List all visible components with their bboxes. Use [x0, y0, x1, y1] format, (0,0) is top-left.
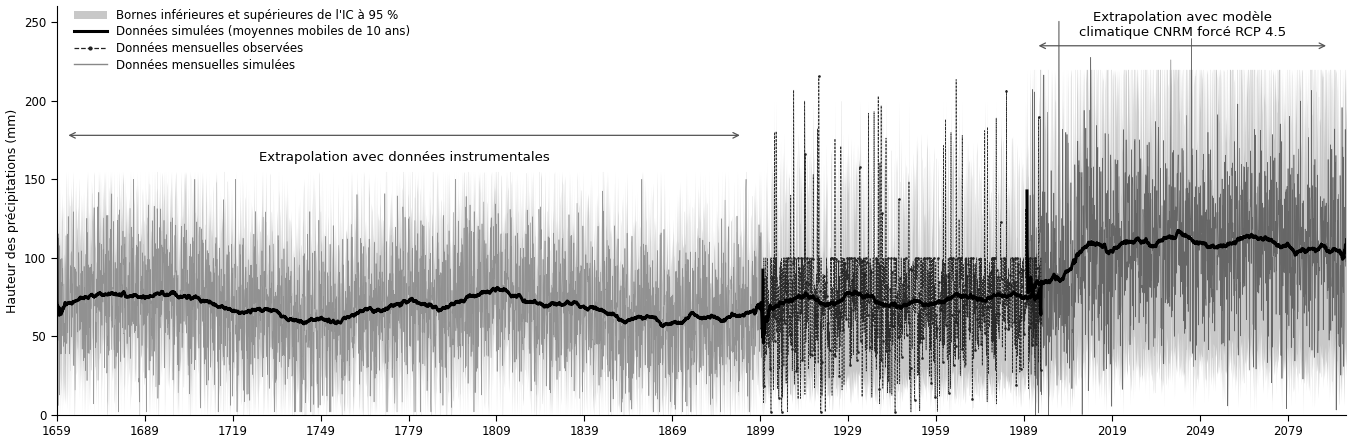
Text: Extrapolation avec données instrumentales: Extrapolation avec données instrumentale… [258, 151, 549, 164]
Text: Extrapolation avec modèle
climatique CNRM forcé RCP 4.5: Extrapolation avec modèle climatique CNR… [1079, 12, 1286, 40]
Legend: Bornes inférieures et supérieures de l'IC à 95 %, Données simulées (moyennes mob: Bornes inférieures et supérieures de l'I… [69, 4, 415, 76]
Y-axis label: Hauteur des précipitations (mm): Hauteur des précipitations (mm) [5, 109, 19, 313]
